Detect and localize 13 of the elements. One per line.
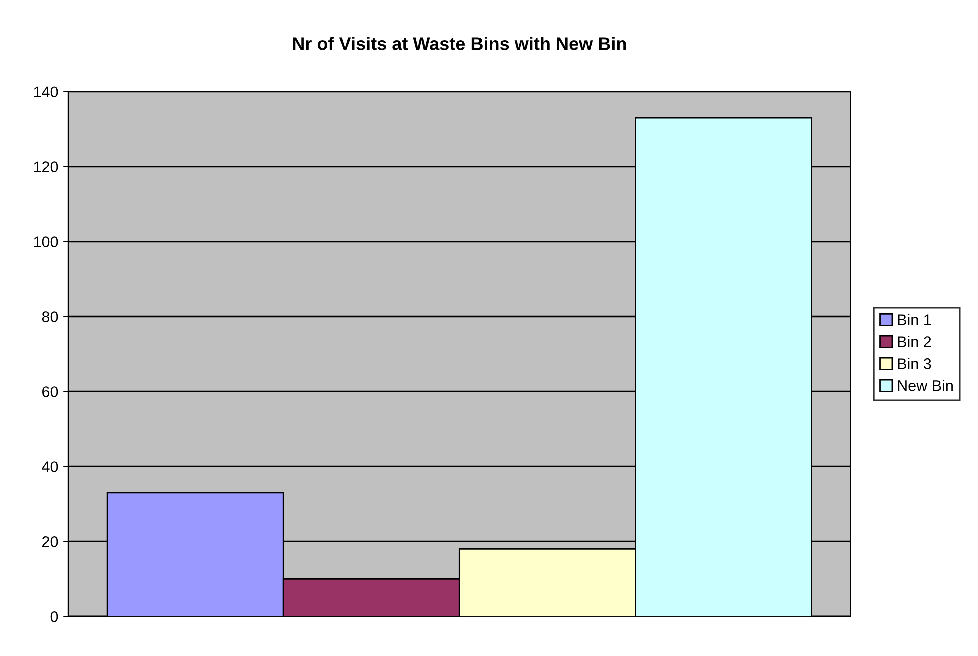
chart-title: Nr of Visits at Waste Bins with New Bin — [293, 37, 626, 50]
y-tick-label: 0 — [50, 612, 58, 622]
legend-label: New Bin — [898, 380, 953, 392]
y-tick-label: 140 — [34, 86, 58, 98]
y-tick-label: 120 — [34, 162, 58, 172]
y-tick-label: 40 — [42, 462, 58, 472]
y-tick-label: 100 — [34, 236, 58, 248]
y-tick-label: 20 — [42, 536, 58, 548]
legend-label: Bin 3 — [898, 358, 932, 370]
y-tick-label: 60 — [42, 386, 58, 398]
legend-label: Bin 1 — [898, 314, 932, 326]
y-tick-label: 80 — [42, 312, 58, 322]
legend-label: Bin 2 — [898, 336, 932, 348]
